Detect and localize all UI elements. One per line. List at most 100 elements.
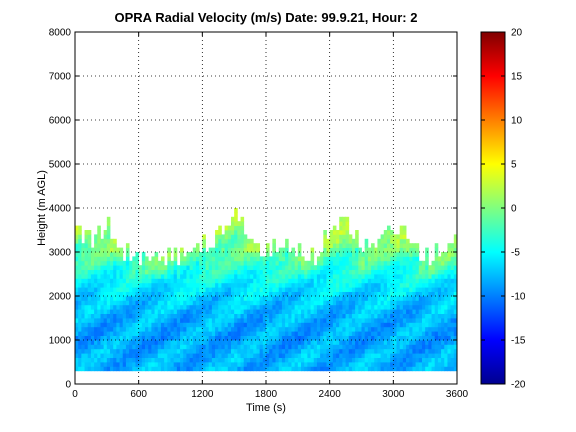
heatmap-cell [399, 252, 404, 257]
heatmap-cell [215, 322, 219, 328]
heatmap-cell [272, 300, 276, 306]
heatmap-cell [367, 318, 372, 323]
heatmap-cell [371, 296, 375, 301]
heatmap-cell [453, 322, 457, 328]
heatmap-cell [87, 357, 92, 363]
heatmap-cell [415, 300, 420, 306]
heatmap-cell [396, 247, 401, 253]
heatmap-cell [380, 326, 385, 332]
heatmap-cell [294, 353, 299, 358]
heatmap-cell [125, 309, 130, 314]
heatmap-cell [275, 265, 280, 270]
heatmap-cell [154, 362, 159, 367]
heatmap-cell [218, 274, 222, 279]
heatmap-cell [301, 366, 305, 372]
heatmap-cell [170, 348, 175, 354]
heatmap-cell [157, 282, 162, 288]
heatmap-cell [313, 287, 318, 292]
heatmap-cell [310, 300, 315, 306]
heatmap-cell [154, 300, 159, 306]
heatmap-cell [399, 353, 404, 358]
heatmap-cell [285, 313, 289, 319]
heatmap-cell [113, 238, 117, 244]
y-tick-label: 7000 [49, 72, 72, 83]
heatmap-cell [281, 247, 286, 253]
heatmap-cell [285, 265, 289, 270]
heatmap-cell [281, 256, 286, 262]
heatmap-cell [441, 344, 445, 350]
heatmap-cell [409, 331, 413, 336]
heatmap-cell [437, 362, 442, 367]
heatmap-cell [167, 269, 171, 275]
heatmap-cell [262, 278, 267, 284]
heatmap-cell [199, 313, 203, 319]
heatmap-cell [304, 331, 308, 336]
heatmap-cell [246, 353, 251, 358]
heatmap-cell [358, 291, 362, 297]
heatmap-cell [237, 309, 241, 314]
x-tick-label: 3000 [382, 389, 405, 400]
heatmap-cell [170, 353, 175, 358]
heatmap-cell [145, 313, 149, 319]
heatmap-cell [75, 265, 79, 270]
heatmap-cell [434, 282, 439, 288]
heatmap-cell [421, 335, 426, 341]
heatmap-cell [450, 265, 455, 270]
heatmap-cell [221, 269, 226, 275]
heatmap-cell [361, 318, 366, 323]
heatmap-cell [164, 274, 168, 279]
heatmap-cell [119, 340, 124, 345]
heatmap-cell [237, 230, 241, 235]
heatmap-cell [348, 344, 353, 350]
heatmap-cell [90, 335, 95, 341]
heatmap-cell [87, 296, 92, 301]
heatmap-cell [259, 269, 264, 275]
heatmap-cell [218, 318, 222, 323]
heatmap-cell [157, 260, 162, 266]
heatmap-cell [90, 287, 95, 292]
heatmap-cell [78, 274, 82, 279]
heatmap-cell [371, 287, 375, 292]
heatmap-cell [116, 265, 120, 270]
heatmap-cell [180, 322, 184, 328]
heatmap-cell [180, 318, 184, 323]
heatmap-cell [110, 335, 114, 341]
heatmap-cell [215, 252, 219, 257]
heatmap-cell [383, 304, 388, 310]
heatmap-cell [250, 238, 254, 244]
heatmap-cell [272, 243, 276, 248]
heatmap-cell [336, 238, 340, 244]
heatmap-cell [113, 304, 117, 310]
heatmap-cell [390, 282, 394, 288]
heatmap-cell [323, 340, 327, 345]
heatmap-cell [256, 304, 261, 310]
heatmap-cell [364, 252, 369, 257]
heatmap-cell [243, 304, 248, 310]
heatmap-cell [160, 282, 165, 288]
heatmap-cell [148, 348, 152, 354]
heatmap-cell [157, 362, 162, 367]
heatmap-cell [110, 313, 114, 319]
heatmap-cell [288, 348, 292, 354]
heatmap-cell [380, 278, 385, 284]
heatmap-cell [393, 318, 397, 323]
heatmap-cell [100, 344, 105, 350]
heatmap-cell [75, 353, 79, 358]
heatmap-cell [240, 274, 245, 279]
heatmap-cell [75, 260, 79, 266]
heatmap-cell [383, 313, 388, 319]
heatmap-cell [377, 247, 381, 253]
heatmap-cell [281, 353, 286, 358]
heatmap-cell [361, 326, 366, 332]
heatmap-cell [218, 344, 222, 350]
heatmap-cell [304, 340, 308, 345]
heatmap-cell [94, 234, 98, 240]
heatmap-cell [164, 291, 168, 297]
heatmap-cell [313, 348, 318, 354]
heatmap-cell [211, 252, 216, 257]
heatmap-cell [310, 322, 315, 328]
heatmap-cell [329, 256, 334, 262]
heatmap-cell [81, 247, 85, 253]
heatmap-cell [393, 300, 397, 306]
heatmap-cell [81, 348, 85, 354]
